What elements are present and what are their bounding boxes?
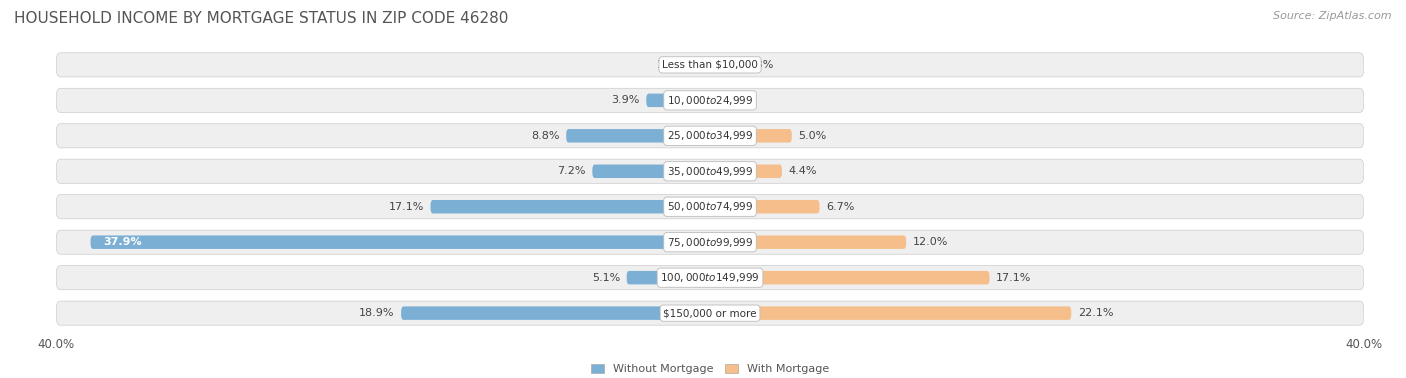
FancyBboxPatch shape [592, 164, 710, 178]
Text: Source: ZipAtlas.com: Source: ZipAtlas.com [1274, 11, 1392, 21]
FancyBboxPatch shape [627, 271, 710, 284]
Text: 5.0%: 5.0% [799, 131, 827, 141]
FancyBboxPatch shape [430, 200, 710, 214]
Text: 6.7%: 6.7% [827, 202, 855, 212]
FancyBboxPatch shape [710, 58, 740, 71]
FancyBboxPatch shape [56, 88, 1364, 112]
FancyBboxPatch shape [710, 200, 820, 214]
Text: 17.1%: 17.1% [388, 202, 425, 212]
Text: 37.9%: 37.9% [104, 237, 142, 247]
FancyBboxPatch shape [710, 164, 782, 178]
FancyBboxPatch shape [710, 235, 905, 249]
Text: 0.0%: 0.0% [717, 95, 745, 105]
FancyBboxPatch shape [56, 301, 1364, 325]
Text: $50,000 to $74,999: $50,000 to $74,999 [666, 200, 754, 213]
Text: HOUSEHOLD INCOME BY MORTGAGE STATUS IN ZIP CODE 46280: HOUSEHOLD INCOME BY MORTGAGE STATUS IN Z… [14, 11, 509, 26]
FancyBboxPatch shape [56, 195, 1364, 219]
Text: 8.8%: 8.8% [531, 131, 560, 141]
Text: 18.9%: 18.9% [359, 308, 395, 318]
Text: 1.1%: 1.1% [657, 60, 686, 70]
FancyBboxPatch shape [647, 94, 710, 107]
Legend: Without Mortgage, With Mortgage: Without Mortgage, With Mortgage [586, 360, 834, 378]
FancyBboxPatch shape [56, 266, 1364, 290]
Text: 4.4%: 4.4% [789, 166, 817, 176]
FancyBboxPatch shape [692, 58, 710, 71]
Text: 17.1%: 17.1% [995, 273, 1032, 283]
Text: 7.2%: 7.2% [557, 166, 586, 176]
Text: 22.1%: 22.1% [1078, 308, 1114, 318]
Text: 3.9%: 3.9% [612, 95, 640, 105]
FancyBboxPatch shape [710, 129, 792, 143]
Text: 5.1%: 5.1% [592, 273, 620, 283]
Text: $75,000 to $99,999: $75,000 to $99,999 [666, 236, 754, 249]
Text: $25,000 to $34,999: $25,000 to $34,999 [666, 129, 754, 142]
Text: $35,000 to $49,999: $35,000 to $49,999 [666, 165, 754, 178]
Text: $150,000 or more: $150,000 or more [664, 308, 756, 318]
Text: 1.8%: 1.8% [747, 60, 775, 70]
FancyBboxPatch shape [90, 235, 710, 249]
FancyBboxPatch shape [56, 230, 1364, 254]
Text: Less than $10,000: Less than $10,000 [662, 60, 758, 70]
Text: $10,000 to $24,999: $10,000 to $24,999 [666, 94, 754, 107]
FancyBboxPatch shape [567, 129, 710, 143]
Text: 12.0%: 12.0% [912, 237, 948, 247]
FancyBboxPatch shape [401, 307, 710, 320]
FancyBboxPatch shape [56, 124, 1364, 148]
Text: $100,000 to $149,999: $100,000 to $149,999 [661, 271, 759, 284]
FancyBboxPatch shape [56, 53, 1364, 77]
FancyBboxPatch shape [710, 271, 990, 284]
FancyBboxPatch shape [710, 307, 1071, 320]
FancyBboxPatch shape [56, 159, 1364, 183]
